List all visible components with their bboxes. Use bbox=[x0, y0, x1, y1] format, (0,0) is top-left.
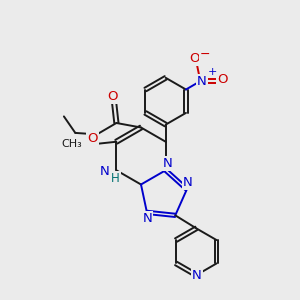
Text: N: N bbox=[197, 75, 207, 88]
Text: +: + bbox=[208, 67, 218, 76]
Text: N: N bbox=[143, 212, 152, 226]
Text: N: N bbox=[183, 176, 193, 189]
Text: O: O bbox=[87, 132, 98, 146]
Text: O: O bbox=[190, 52, 200, 65]
Text: N: N bbox=[192, 269, 202, 282]
Text: CH₃: CH₃ bbox=[62, 139, 82, 149]
Text: N: N bbox=[162, 157, 172, 170]
Text: O: O bbox=[217, 73, 228, 86]
Text: H: H bbox=[111, 172, 120, 185]
Text: O: O bbox=[108, 89, 118, 103]
Text: N: N bbox=[100, 165, 110, 178]
Text: −: − bbox=[200, 48, 210, 61]
